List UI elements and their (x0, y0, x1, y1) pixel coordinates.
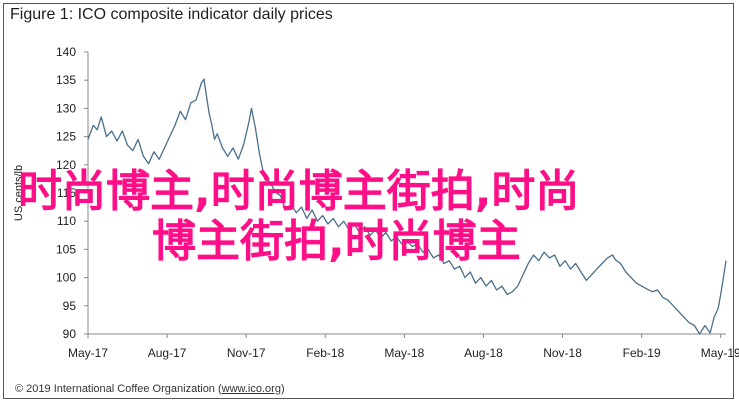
ico-website-link[interactable]: www.ico.org (221, 383, 281, 395)
y-tick-label: 105 (56, 242, 76, 256)
y-tick-label: 125 (56, 130, 76, 144)
x-tick-label: Feb-18 (306, 346, 344, 360)
y-tick-label: 130 (56, 101, 76, 115)
copyright-close: ) (280, 383, 285, 395)
x-tick-label: Nov-17 (227, 346, 266, 360)
y-tick-label: 115 (57, 186, 76, 200)
x-tick-label: May-18 (384, 346, 424, 360)
x-tick-label: May-19 (701, 346, 739, 360)
x-tick-label: Aug-18 (464, 346, 503, 360)
y-tick-label: 100 (56, 271, 76, 285)
x-tick-label: Nov-18 (543, 346, 582, 360)
y-tick-label: 110 (57, 214, 76, 228)
y-axis-ticks: 90 95 100 105 110 115 120 125 130 135 140 (56, 45, 88, 341)
chart-frame (3, 3, 734, 399)
y-axis-label: US cents/lb (13, 165, 25, 221)
y-tick-label: 140 (56, 45, 76, 59)
x-tick-label: Feb-19 (623, 346, 661, 360)
price-series-line (87, 78, 727, 335)
x-tick-label: May-17 (68, 346, 108, 360)
y-tick-label: 90 (63, 327, 77, 341)
chart-title: Figure 1: ICO composite indicator daily … (10, 6, 333, 23)
series-group (87, 78, 727, 335)
copyright-text: © 2019 International Coffee Organization… (15, 383, 222, 395)
x-axis-ticks: May-17 Aug-17 Nov-17 Feb-18 May-18 Aug-18 Nov-… (68, 334, 739, 360)
y-tick-label: 95 (63, 299, 77, 313)
x-tick-label: Aug-17 (148, 346, 187, 360)
copyright-footer: © 2019 International Coffee Organization… (15, 383, 285, 395)
chart-axes (87, 52, 726, 335)
y-tick-label: 120 (56, 158, 76, 172)
y-tick-label: 135 (56, 73, 76, 87)
